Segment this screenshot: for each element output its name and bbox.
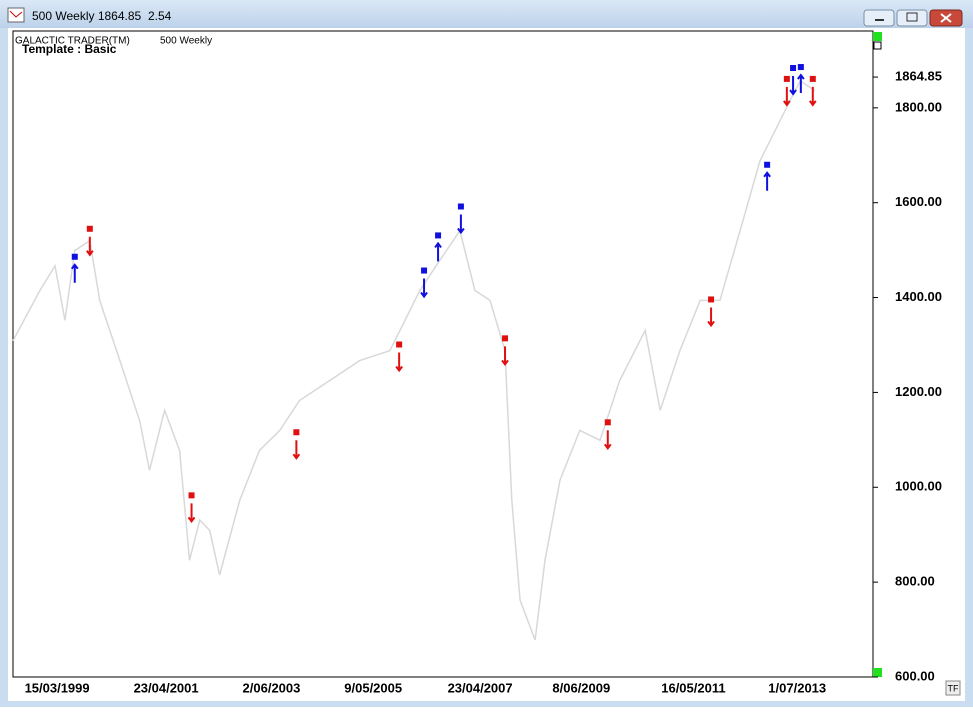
- signal-arrow: [292, 440, 301, 460]
- x-tick-label: 9/05/2005: [344, 680, 402, 695]
- restore-button[interactable]: [896, 9, 928, 27]
- y-tick-label: 1600.00: [895, 194, 942, 209]
- signal-arrow: [86, 236, 94, 257]
- symbol: 500 Weekly: [160, 36, 212, 47]
- tf-label: TF: [948, 683, 959, 693]
- corner-marker: [873, 32, 882, 41]
- signal-arrow: [783, 86, 791, 107]
- y-tick-label: 600.00: [895, 668, 935, 683]
- template: Template : Basic: [22, 42, 117, 56]
- signal-marker: [435, 232, 442, 239]
- signal-marker: [457, 203, 464, 210]
- signal-marker: [708, 296, 715, 303]
- x-tick-label: 16/05/2011: [661, 680, 725, 695]
- header: GALACTIC TRADER(TM): [15, 36, 130, 47]
- x-tick-label: 15/03/1999: [25, 680, 90, 695]
- signal-marker: [604, 419, 611, 426]
- signal-arrow: [789, 75, 797, 96]
- app-icon-glyph: [9, 10, 23, 18]
- window-title-extra: 2.54: [148, 9, 172, 23]
- restore-glyph: [906, 12, 918, 22]
- signal-arrow: [395, 352, 403, 373]
- plot-area: [12, 30, 874, 678]
- title-bar: [0, 0, 973, 28]
- signal-marker: [502, 335, 509, 342]
- signal-arrow: [603, 430, 612, 450]
- signal-arrow: [501, 346, 509, 367]
- signal-marker: [809, 75, 816, 82]
- minimize-button[interactable]: [863, 9, 895, 27]
- last-price-label: 1864.85: [895, 69, 942, 84]
- price-line: [12, 79, 816, 641]
- signal-arrow: [187, 503, 196, 524]
- corner-marker: [873, 668, 882, 677]
- signal-arrow: [763, 171, 771, 191]
- signal-marker: [396, 341, 403, 348]
- signal-arrow: [420, 278, 428, 299]
- x-tick-label: 2/06/2003: [243, 680, 301, 695]
- y-tick-label: 1400.00: [895, 289, 942, 304]
- signal-marker: [764, 161, 771, 168]
- tf-button[interactable]: [945, 680, 961, 696]
- signal-marker: [790, 64, 797, 71]
- x-tick-label: 23/04/2001: [134, 680, 199, 695]
- signal-arrow: [797, 73, 805, 94]
- corner-box: [873, 41, 882, 50]
- signal-arrow: [434, 241, 442, 262]
- signal-marker: [86, 225, 93, 232]
- signal-marker: [797, 64, 804, 71]
- x-tick-label: 8/06/2009: [552, 680, 610, 695]
- window-title: 500 Weekly 1864.85: [32, 9, 142, 23]
- x-tick-label: 1/07/2013: [768, 680, 826, 695]
- y-tick-label: 1200.00: [895, 384, 942, 399]
- y-tick-label: 800.00: [895, 574, 935, 589]
- y-tick-label: 1800.00: [895, 99, 942, 114]
- signal-arrow: [707, 307, 715, 328]
- signal-marker: [188, 492, 195, 499]
- signal-arrow: [70, 263, 79, 283]
- signal-marker: [293, 429, 300, 436]
- signal-marker: [71, 253, 78, 260]
- signal-arrow: [808, 86, 817, 107]
- app-icon: [7, 7, 25, 23]
- close-glyph: [940, 13, 952, 23]
- signal-marker: [783, 75, 790, 82]
- y-tick-label: 1000.00: [895, 479, 942, 494]
- x-axis: 15/03/1999 23/04/2001 2/06/2003 9/05/2005 23…: [25, 680, 827, 695]
- signal-arrow: [457, 214, 465, 235]
- signal-marker: [421, 267, 428, 274]
- x-tick-label: 23/04/2007: [448, 680, 513, 695]
- minimize-glyph: [875, 19, 884, 21]
